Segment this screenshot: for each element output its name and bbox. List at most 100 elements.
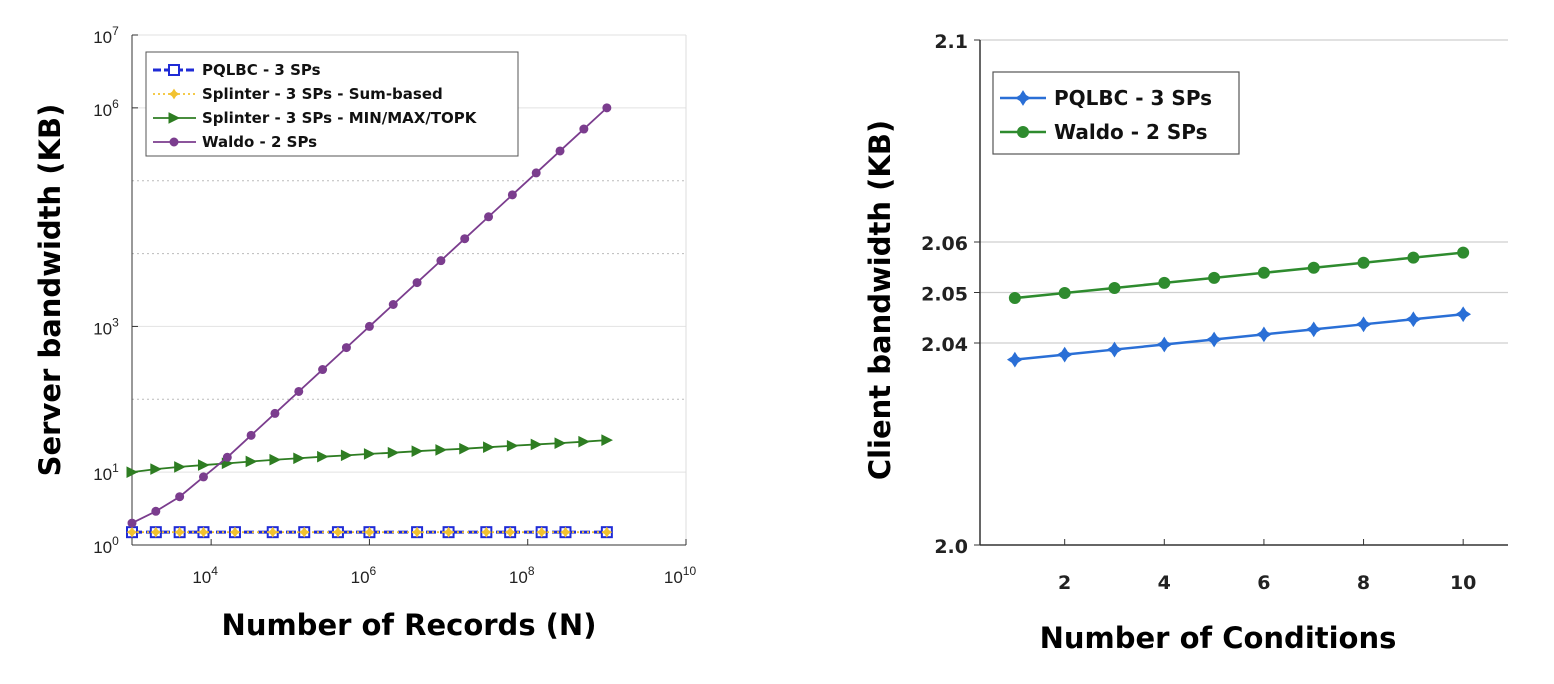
right-legend-marker: [1015, 90, 1031, 106]
right-legend-marker: [1017, 126, 1029, 138]
left-data-point: [267, 526, 279, 538]
left-data-point: [601, 434, 613, 446]
left-data-point: [436, 256, 446, 266]
right-series-0: [1006, 306, 1472, 368]
left-data-point: [198, 526, 209, 538]
left-y-tick-label: 107: [93, 24, 119, 47]
left-data-point: [293, 452, 305, 465]
right-legend-box: [992, 71, 1240, 155]
client-bandwidth-chart: 2 4 6 8 10 2.0 2.04 2.05 2.06 2.1 PQLBC - 3 SPs Wa…: [863, 31, 1508, 655]
left-legend-label: Waldo - 2 SPs: [202, 133, 317, 151]
left-data-point: [578, 435, 590, 448]
left-data-point: [387, 446, 400, 459]
left-data-point: [364, 526, 375, 538]
left-legend-item: Splinter - 3 SPs - Sum-based: [153, 85, 443, 103]
left-data-point: [560, 526, 571, 538]
right-data-point: [1357, 256, 1370, 269]
right-legend-item: Waldo - 2 SPs: [1000, 120, 1207, 144]
left-data-point: [484, 212, 494, 222]
right-x-tick-label: 2: [1058, 572, 1071, 594]
left-data-point: [506, 439, 519, 452]
left-data-point: [126, 526, 138, 538]
left-legend-marker: [168, 88, 180, 100]
right-series: [1006, 246, 1472, 368]
left-data-point: [317, 450, 329, 463]
left-data-point: [555, 146, 565, 156]
right-data-point: [1208, 271, 1221, 284]
left-legend-item: Splinter - 3 SPs - MIN/MAX/TOPK: [153, 109, 478, 127]
right-legend-label: PQLBC - 3 SPs: [1054, 86, 1212, 110]
left-data-point: [531, 168, 541, 178]
left-legend-item: Waldo - 2 SPs: [153, 133, 317, 151]
left-y-axis-title: Server bandwidth (KB): [33, 104, 67, 477]
left-data-point: [150, 526, 162, 538]
right-y-tick-label: 2.0: [934, 536, 968, 558]
left-data-point: [602, 103, 612, 113]
left-data-point: [127, 518, 137, 528]
left-series-3: [127, 103, 612, 528]
left-legend-marker: [168, 112, 181, 124]
left-data-point: [269, 453, 282, 466]
left-x-tick-label: 108: [509, 564, 535, 587]
right-data-point: [1256, 326, 1272, 343]
left-data-point: [507, 190, 517, 200]
left-data-point: [174, 526, 186, 538]
right-data-point: [1455, 306, 1472, 323]
right-y-tick-label: 2.1: [934, 31, 968, 53]
left-data-point: [294, 386, 304, 396]
right-x-tick-label: 10: [1450, 572, 1476, 594]
left-data-point: [504, 526, 516, 538]
left-data-point: [341, 343, 351, 353]
left-data-point: [460, 234, 470, 244]
left-data-point: [175, 492, 185, 502]
left-data-point: [480, 526, 492, 538]
left-data-point: [126, 466, 139, 478]
left-legend-label: PQLBC - 3 SPs: [202, 61, 321, 79]
left-data-point: [412, 278, 422, 288]
right-data-point: [1156, 336, 1173, 353]
left-data-point: [340, 449, 353, 462]
left-data-point: [459, 442, 471, 455]
right-legend: PQLBC - 3 SPs Waldo - 2 SPs: [992, 71, 1240, 155]
left-x-tick-label: 1010: [664, 564, 697, 587]
right-series-line: [1014, 312, 1464, 361]
left-y-tick-label: 103: [93, 315, 119, 338]
left-data-point: [198, 472, 208, 482]
left-legend: PQLBC - 3 SPs Splinter - 3 SPs - Sum-base…: [145, 51, 519, 157]
left-data-point: [411, 445, 424, 457]
left-data-point: [151, 506, 161, 516]
left-y-tick-label: 100: [93, 534, 119, 557]
left-x-axis-title: Number of Records (N): [222, 608, 597, 642]
right-data-point: [1405, 311, 1422, 328]
right-data-point: [1108, 281, 1121, 294]
left-data-point: [270, 408, 280, 418]
right-x-tick-label: 8: [1357, 572, 1370, 594]
right-data-point: [1257, 266, 1270, 279]
right-data-point: [1008, 292, 1021, 305]
left-grid: [132, 34, 686, 473]
right-data-point: [1158, 276, 1171, 289]
left-data-point: [443, 526, 454, 538]
right-legend-item: PQLBC - 3 SPs: [1000, 86, 1212, 110]
left-legend-marker: [168, 64, 180, 76]
left-data-point: [245, 455, 258, 468]
right-data-point: [1307, 261, 1320, 274]
left-x-tick-label: 106: [351, 564, 377, 587]
left-x-tick-label: 104: [192, 564, 218, 587]
left-legend-label: Splinter - 3 SPs - MIN/MAX/TOPK: [202, 109, 478, 127]
left-data-point: [364, 321, 374, 331]
right-data-point: [1206, 331, 1223, 348]
left-y-tick-label: 106: [93, 97, 119, 120]
right-series-line: [1014, 251, 1464, 300]
left-legend-label: Splinter - 3 SPs - Sum-based: [202, 85, 443, 103]
left-data-point: [536, 526, 548, 538]
left-data-point: [318, 365, 328, 375]
left-legend-box: [145, 51, 519, 157]
right-data-point: [1056, 346, 1073, 363]
left-series: [126, 103, 613, 539]
left-data-point: [229, 526, 241, 538]
left-data-point: [298, 526, 310, 538]
left-y-tick-label: 101: [93, 461, 119, 484]
left-data-point: [579, 124, 589, 134]
